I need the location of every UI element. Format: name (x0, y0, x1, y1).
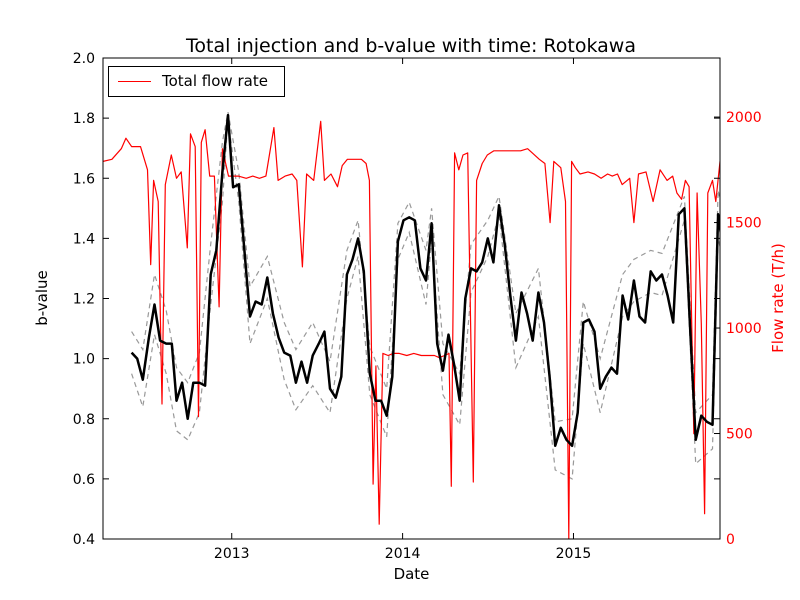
legend-flow-swatch (118, 81, 151, 82)
y2-axis-label: Flow rate (T/h) (769, 243, 787, 353)
y-tick-label: 0.8 (73, 412, 95, 428)
upper-bound-line (131, 111, 720, 423)
y-tick-label: 1.4 (73, 231, 95, 247)
b-value-layer (130, 113, 720, 448)
y-tick-label: 1.6 (73, 171, 95, 187)
y2-tick-label: 2000 (726, 110, 762, 126)
y2-tick-label: 1500 (726, 216, 762, 232)
y-tick-label: 0.6 (73, 472, 95, 488)
b-value-line (130, 113, 720, 448)
axis-ticks: 0.4 0.6 0.8 1.0 1.2 1.4 1.6 1.8 2.0 0 500 1000 1500 2… (73, 51, 762, 562)
x-axis-label: Date (393, 565, 430, 583)
chart-title: Total injection and b-value with time: R… (186, 35, 636, 57)
x-tick-label: 2015 (556, 546, 592, 562)
y-tick-label: 1.2 (73, 292, 95, 308)
y2-tick-label: 500 (726, 427, 753, 443)
y2-tick-label: 1000 (726, 321, 762, 337)
flow-rate-line (103, 120, 720, 539)
x-tick-label: 2013 (214, 546, 250, 562)
y-tick-label: 1.0 (73, 352, 95, 368)
legend-flow-label: Total flow rate (162, 72, 268, 90)
plot-frame (102, 57, 721, 540)
y-tick-label: 0.4 (73, 532, 95, 548)
y-tick-label: 1.8 (73, 111, 95, 127)
y-tick-label: 2.0 (73, 51, 95, 67)
flow-rate-layer (103, 120, 720, 539)
y2-tick-label: 0 (726, 532, 735, 548)
x-tick-label: 2014 (385, 546, 421, 562)
legend: Total flow rate (108, 66, 285, 97)
y-axis-label: b-value (33, 270, 51, 326)
